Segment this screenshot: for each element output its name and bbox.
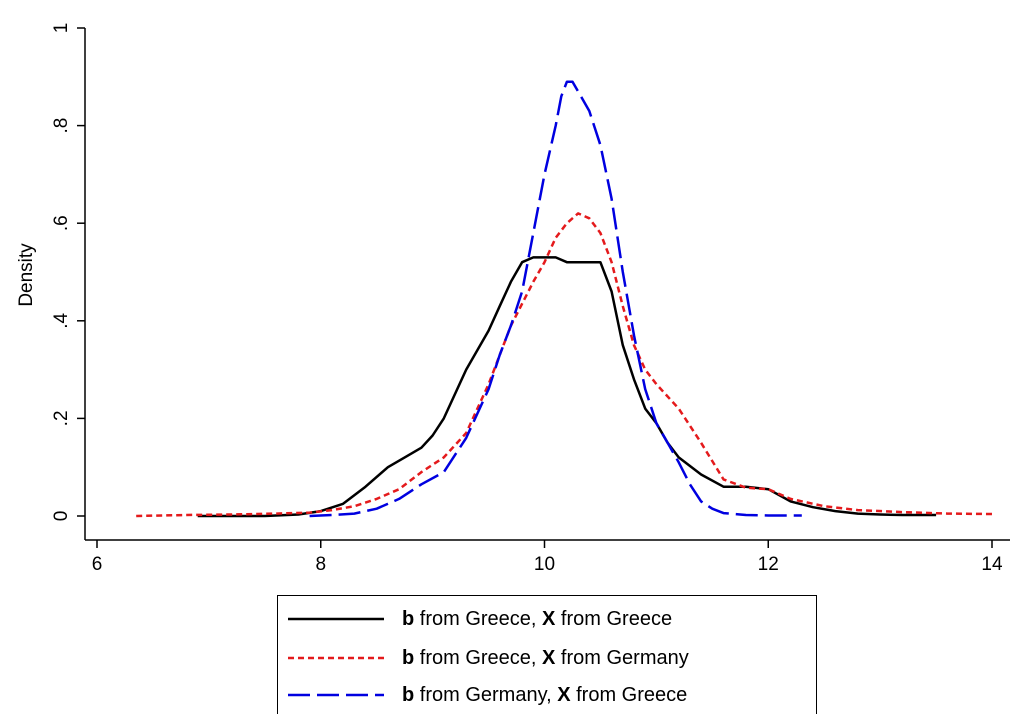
x-tick-label: 12: [758, 554, 779, 575]
legend-item-1: b from Greece, X from Greece: [288, 604, 672, 634]
series-line-1: [197, 256, 937, 518]
y-axis-title: Density: [16, 243, 37, 307]
x-axis: 6 8 10 12 14: [85, 539, 1010, 575]
x-tick-label: 14: [981, 554, 1003, 575]
y-tick-label: .6: [51, 215, 72, 231]
legend-swatch-short-dash: [288, 656, 384, 660]
y-tick-label: 1: [51, 23, 72, 34]
y-axis: 0 .2 .4 .6 .8 1: [51, 23, 86, 540]
x-tick-label: 10: [534, 554, 555, 575]
legend-swatch-long-dash: [288, 693, 384, 697]
legend-swatch-solid: [288, 617, 384, 621]
y-tick-label: .8: [51, 118, 72, 134]
series-line-3: [309, 80, 802, 518]
series-line-2: [136, 212, 993, 518]
legend: b from Greece, X from Greece b from Gree…: [277, 595, 817, 714]
y-tick-label: .2: [51, 410, 72, 426]
legend-label-3: b from Germany, X from Greece: [402, 683, 688, 706]
legend-item-2: b from Greece, X from Germany: [288, 643, 689, 673]
x-tick-label: 6: [92, 554, 103, 575]
y-tick-label: 0: [51, 511, 72, 522]
y-tick-label: .4: [51, 312, 72, 328]
plot-area: [136, 80, 993, 518]
x-tick-label: 8: [315, 554, 326, 575]
legend-label-2: b from Greece, X from Germany: [402, 646, 689, 669]
legend-item-3: b from Germany, X from Greece: [288, 680, 687, 710]
legend-label-1: b from Greece, X from Greece: [402, 607, 673, 630]
